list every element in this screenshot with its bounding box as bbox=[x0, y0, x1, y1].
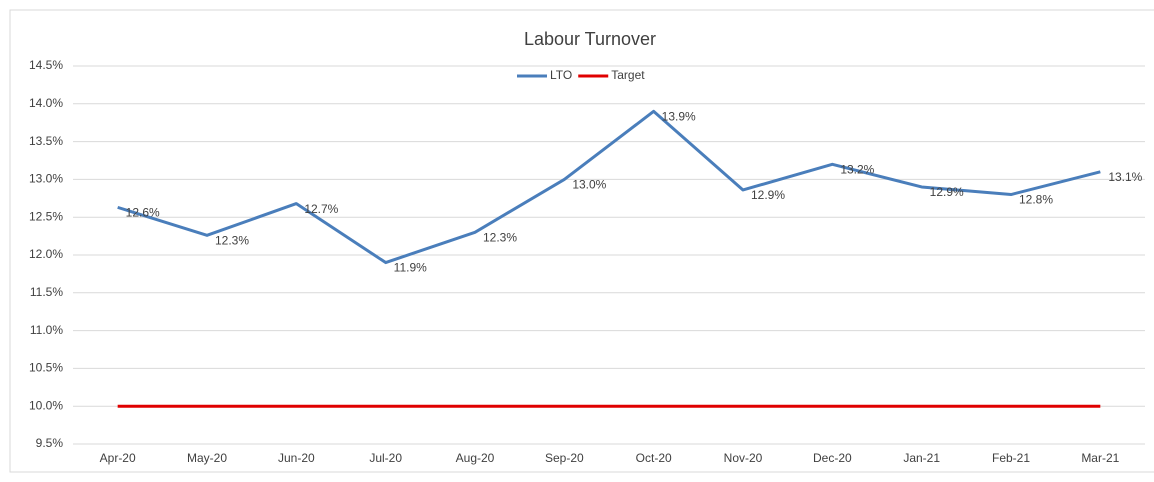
y-tick-label: 11.0% bbox=[30, 323, 63, 337]
x-tick-label: Jun-20 bbox=[278, 451, 315, 465]
y-tick-label: 11.5% bbox=[30, 285, 63, 299]
y-tick-label: 12.0% bbox=[29, 247, 63, 261]
data-label: 13.0% bbox=[572, 178, 606, 192]
data-label: 13.9% bbox=[662, 110, 696, 124]
data-label: 13.1% bbox=[1108, 170, 1142, 184]
y-tick-label: 10.5% bbox=[29, 361, 63, 375]
data-label: 12.6% bbox=[126, 206, 160, 220]
chart-border bbox=[9, 9, 1154, 473]
x-tick-label: Dec-20 bbox=[813, 451, 852, 465]
x-tick-label: Nov-20 bbox=[724, 451, 763, 465]
data-label: 12.8% bbox=[1019, 193, 1053, 207]
x-tick-label: Mar-21 bbox=[1081, 451, 1119, 465]
x-tick-label: May-20 bbox=[187, 451, 227, 465]
y-tick-label: 12.5% bbox=[29, 209, 63, 223]
data-label: 12.7% bbox=[304, 202, 338, 216]
x-tick-label: Apr-20 bbox=[100, 451, 136, 465]
legend-label: Target bbox=[611, 68, 645, 82]
y-tick-label: 9.5% bbox=[36, 436, 64, 450]
x-tick-label: Feb-21 bbox=[992, 451, 1030, 465]
data-label: 12.9% bbox=[751, 188, 785, 202]
line-series bbox=[117, 109, 1101, 265]
y-tick-label: 13.0% bbox=[29, 172, 63, 186]
x-tick-label: Oct-20 bbox=[636, 451, 672, 465]
y-tick-label: 14.0% bbox=[29, 96, 63, 110]
y-tick-label: 13.5% bbox=[29, 134, 63, 148]
data-label: 12.3% bbox=[483, 230, 517, 244]
legend-label: LTO bbox=[550, 68, 572, 82]
x-tick-label: Sep-20 bbox=[545, 451, 584, 465]
data-label: 13.2% bbox=[840, 162, 874, 176]
data-label: 11.9% bbox=[394, 261, 427, 275]
x-tick-label: Jul-20 bbox=[369, 451, 402, 465]
x-tick-label: Jan-21 bbox=[903, 451, 940, 465]
data-label: 12.9% bbox=[930, 185, 964, 199]
data-label: 12.3% bbox=[215, 234, 249, 248]
chart-title: Labour Turnover bbox=[524, 29, 656, 49]
y-tick-label: 14.5% bbox=[29, 58, 63, 72]
x-tick-label: Aug-20 bbox=[456, 451, 495, 465]
y-tick-label: 10.0% bbox=[29, 398, 63, 412]
